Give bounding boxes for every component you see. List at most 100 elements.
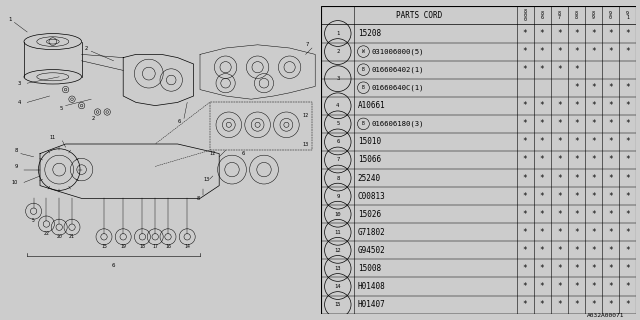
Text: *: * [574, 83, 579, 92]
Text: 12: 12 [209, 151, 216, 156]
Text: *: * [625, 300, 630, 309]
Text: *: * [591, 156, 596, 164]
Text: 11: 11 [49, 135, 56, 140]
Text: *: * [557, 264, 561, 273]
Text: *: * [574, 101, 579, 110]
Text: 12: 12 [335, 248, 341, 253]
Text: 1: 1 [336, 31, 339, 36]
Text: *: * [540, 264, 545, 273]
Text: *: * [557, 228, 561, 237]
Text: *: * [608, 246, 613, 255]
Text: *: * [557, 246, 561, 255]
Text: 8: 8 [196, 196, 200, 201]
Text: *: * [591, 101, 596, 110]
Text: *: * [591, 47, 596, 56]
Text: *: * [540, 192, 545, 201]
Text: *: * [523, 210, 527, 219]
Text: 2: 2 [84, 45, 88, 51]
Text: 15066: 15066 [358, 156, 381, 164]
Text: *: * [523, 192, 527, 201]
Text: 25240: 25240 [358, 173, 381, 183]
Text: *: * [608, 282, 613, 291]
Text: *: * [574, 300, 579, 309]
Text: *: * [625, 101, 630, 110]
Text: 4: 4 [336, 103, 339, 108]
Text: 10: 10 [335, 212, 341, 217]
Text: *: * [591, 210, 596, 219]
Text: *: * [557, 156, 561, 164]
Text: 13: 13 [203, 177, 209, 182]
Text: *: * [608, 173, 613, 183]
Text: *: * [523, 65, 527, 74]
Text: *: * [557, 173, 561, 183]
Text: *: * [574, 282, 579, 291]
Text: 6: 6 [177, 119, 181, 124]
Text: *: * [625, 156, 630, 164]
Text: 6: 6 [336, 140, 339, 144]
Text: *: * [557, 137, 561, 147]
Text: *: * [591, 119, 596, 128]
Text: *: * [557, 300, 561, 309]
Text: *: * [574, 47, 579, 56]
Text: *: * [557, 29, 561, 38]
Text: *: * [574, 29, 579, 38]
Text: 5: 5 [59, 106, 63, 111]
Text: *: * [557, 210, 561, 219]
Text: 2: 2 [336, 49, 339, 54]
Text: 5: 5 [32, 218, 35, 223]
Text: *: * [523, 101, 527, 110]
Text: *: * [625, 264, 630, 273]
Text: 13: 13 [302, 141, 308, 147]
Text: *: * [608, 192, 613, 201]
Text: *: * [557, 282, 561, 291]
Text: 3: 3 [336, 76, 339, 81]
Text: 17: 17 [152, 244, 158, 249]
Text: *: * [540, 47, 545, 56]
Text: *: * [608, 101, 613, 110]
Text: *: * [591, 228, 596, 237]
Text: *: * [574, 264, 579, 273]
Text: *: * [625, 192, 630, 201]
Text: *: * [608, 210, 613, 219]
Text: 20: 20 [56, 234, 62, 239]
Text: 8
0
0: 8 0 0 [524, 9, 527, 22]
Text: *: * [625, 137, 630, 147]
Text: *: * [574, 210, 579, 219]
Text: 16: 16 [165, 244, 171, 249]
Text: *: * [540, 246, 545, 255]
Text: 5: 5 [336, 121, 339, 126]
Text: 11: 11 [335, 230, 341, 235]
Text: *: * [523, 282, 527, 291]
Text: 6: 6 [112, 263, 115, 268]
Text: G94502: G94502 [358, 246, 385, 255]
Text: *: * [523, 29, 527, 38]
Text: 9: 9 [14, 164, 18, 169]
Text: 2: 2 [91, 116, 95, 121]
Text: *: * [574, 137, 579, 147]
Text: *: * [608, 137, 613, 147]
Text: *: * [540, 282, 545, 291]
Text: *: * [557, 192, 561, 201]
Text: 18: 18 [140, 244, 145, 249]
Text: *: * [591, 83, 596, 92]
Text: *: * [540, 228, 545, 237]
Text: 10: 10 [11, 180, 17, 185]
Text: 6: 6 [241, 151, 245, 156]
Text: *: * [591, 246, 596, 255]
Text: H01408: H01408 [358, 282, 385, 291]
Text: 15208: 15208 [358, 29, 381, 38]
Text: 1: 1 [8, 17, 12, 22]
Text: *: * [608, 300, 613, 309]
Text: B: B [362, 121, 365, 126]
Text: *: * [557, 47, 561, 56]
Text: 9: 9 [336, 194, 339, 199]
Text: *: * [574, 156, 579, 164]
Text: 21: 21 [69, 234, 75, 239]
Text: *: * [523, 264, 527, 273]
Text: 4: 4 [17, 100, 21, 105]
Text: A032A00071: A032A00071 [586, 313, 624, 318]
Text: B: B [362, 85, 365, 90]
Text: *: * [608, 119, 613, 128]
Text: *: * [574, 119, 579, 128]
Text: 8: 8 [14, 148, 18, 153]
